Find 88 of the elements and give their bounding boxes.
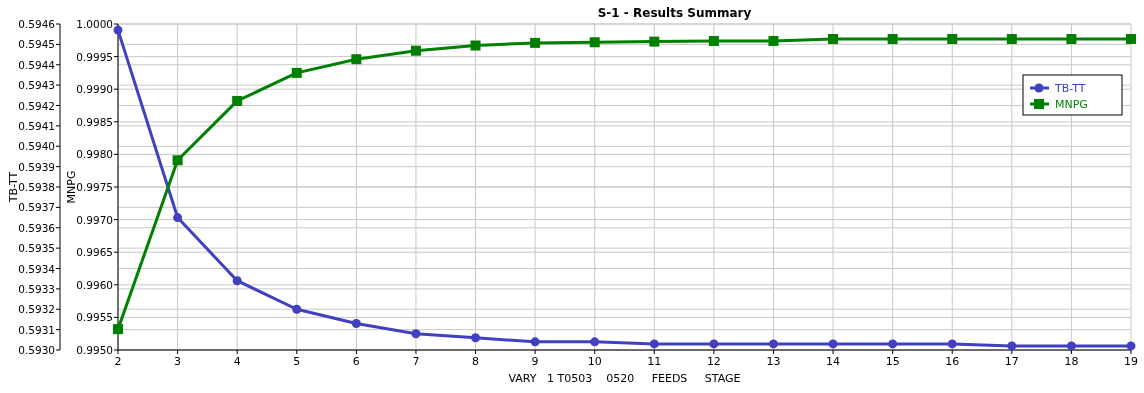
x-tick-label: 5 [293, 355, 301, 368]
y-tick-label: 0.5937 [18, 201, 55, 214]
point [708, 35, 719, 46]
point [1007, 341, 1017, 351]
y-tick-label: 0.5936 [18, 221, 56, 234]
y-tick-label: 0.5941 [18, 119, 55, 132]
x-tick-label: 9 [531, 355, 539, 368]
point [1006, 34, 1017, 44]
point [232, 276, 242, 286]
point [947, 34, 958, 44]
y-tick-label: 0.5938 [18, 181, 55, 193]
point [768, 339, 778, 349]
chart-title: S-1 - Results Summary [597, 6, 752, 20]
point [649, 36, 660, 47]
y-tick-label: 0.5942 [18, 99, 55, 112]
y-tick-label: 0.5946 [18, 18, 56, 30]
point [1066, 341, 1076, 351]
point [828, 34, 839, 44]
x-tick-label: 4 [233, 355, 241, 368]
point [411, 329, 421, 339]
point [351, 54, 362, 65]
point [887, 34, 898, 44]
point [1126, 341, 1136, 351]
point [649, 339, 659, 349]
y2-tick-label: 0.9975 [76, 181, 113, 193]
x-tick-label: 12 [706, 355, 721, 368]
x-tick-label: 10 [587, 355, 602, 368]
x-tick-label: 18 [1064, 355, 1079, 368]
y-tick-label: 0.5935 [18, 242, 55, 255]
y-tick-label: 0.5940 [18, 140, 55, 153]
point [828, 339, 838, 349]
point [113, 324, 123, 335]
y2-axis-title: MNPG [65, 170, 78, 204]
point [530, 37, 541, 48]
point [589, 37, 600, 48]
x-axis-title: VARY 1 T0503 0520 FEEDS STAGE [508, 372, 741, 385]
x-tick-label: 8 [472, 355, 480, 368]
point [709, 339, 719, 349]
y2-tick-label: 0.9970 [76, 213, 113, 226]
x-tick-label: 7 [412, 355, 420, 368]
x-tick-label: 11 [647, 355, 662, 368]
y-axis-title: TB-TT [7, 171, 20, 204]
y-tick-label: 0.5932 [18, 303, 55, 316]
point [113, 25, 123, 35]
y-tick-label: 0.5939 [18, 160, 55, 173]
y2-tick-label: 0.9995 [76, 50, 113, 63]
y2-tick-label: 0.9985 [76, 115, 113, 128]
point [768, 35, 779, 46]
y-tick-label: 0.5933 [18, 282, 55, 295]
y-tick-label: 0.5930 [18, 344, 55, 356]
point [470, 40, 481, 51]
point [291, 67, 302, 78]
y2-tick-label: 0.9990 [76, 83, 113, 96]
point [172, 155, 183, 166]
y2-tick-label: 0.9965 [76, 246, 113, 259]
y-tick-label: 0.5931 [18, 323, 55, 336]
x-tick-label: 17 [1004, 355, 1019, 368]
legend-label: MNPG [1055, 98, 1088, 111]
point [1126, 34, 1136, 44]
y-tick-label: 0.5943 [18, 79, 55, 92]
point [888, 339, 898, 349]
y2-tick-label: 1.0000 [76, 18, 113, 30]
x-tick-label: 19 [1124, 355, 1138, 368]
point [590, 337, 600, 347]
x-tick-label: 16 [945, 355, 960, 368]
point [471, 333, 481, 343]
point [947, 339, 957, 349]
y2-tick-label: 0.9950 [76, 344, 113, 356]
x-tick-label: 13 [766, 355, 781, 368]
y-tick-label: 0.5945 [18, 38, 55, 51]
x-tick-label: 15 [885, 355, 900, 368]
legend-label: TB-TT [1054, 82, 1086, 95]
point [1066, 34, 1077, 44]
x-tick-label: 14 [826, 355, 841, 368]
point [351, 319, 361, 329]
point [232, 95, 243, 106]
x-tick-label: 3 [174, 355, 182, 368]
point [530, 337, 540, 347]
point [292, 304, 302, 314]
point [410, 45, 421, 56]
y-tick-label: 0.5934 [18, 262, 56, 275]
x-tick-label: 2 [114, 355, 122, 368]
y2-tick-label: 0.9960 [76, 278, 113, 291]
y2-tick-label: 0.9980 [76, 148, 113, 161]
y-tick-label: 0.5944 [18, 58, 56, 71]
point [173, 213, 183, 223]
y2-tick-label: 0.9955 [76, 311, 113, 324]
x-tick-label: 6 [352, 355, 360, 368]
